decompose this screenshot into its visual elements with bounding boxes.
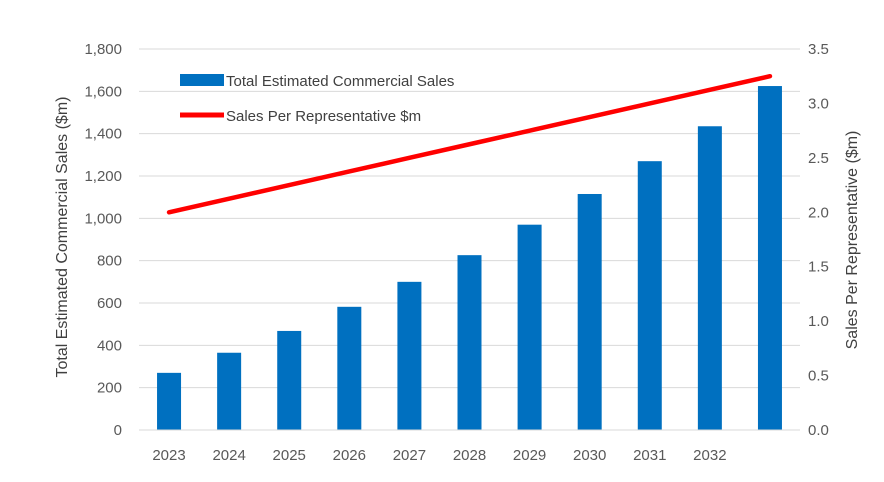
- legend-label-line: Sales Per Representative $m: [226, 108, 421, 125]
- x-tick-label: 2028: [453, 447, 486, 464]
- y-tick-label-right: 3.0: [808, 95, 829, 112]
- y-tick-label-left: 600: [97, 295, 122, 312]
- bar: [697, 126, 722, 430]
- bar: [637, 161, 662, 430]
- y-tick-label-left: 0: [114, 422, 122, 439]
- y-tick-label-left: 800: [97, 253, 122, 270]
- legend-swatch-bar: [180, 74, 224, 86]
- legend: Total Estimated Commercial Sales Sales P…: [180, 73, 454, 125]
- bar: [217, 352, 242, 430]
- y-tick-label-left: 200: [97, 380, 122, 397]
- y-tick-label-right: 1.5: [808, 259, 829, 276]
- legend-label-bar: Total Estimated Commercial Sales: [226, 73, 454, 90]
- y-axis-title-right: Sales Per Representative ($m): [844, 131, 861, 350]
- y-tick-label-left: 400: [97, 337, 122, 354]
- x-tick-label: 2032: [693, 447, 726, 464]
- gridlines: [139, 48, 800, 389]
- y-tick-label-left: 1,400: [84, 126, 122, 143]
- bar: [397, 281, 422, 430]
- y-tick-label-right: 0.0: [808, 422, 829, 439]
- bar: [457, 255, 482, 430]
- bar: [757, 86, 782, 431]
- y-tick-label-right: 1.0: [808, 313, 829, 330]
- x-tick-label: 2031: [633, 447, 666, 464]
- y-tick-label-right: 2.0: [808, 204, 829, 221]
- x-tick-label: 2024: [212, 447, 245, 464]
- y-tick-label-right: 3.5: [808, 41, 829, 58]
- y-tick-label-left: 1,800: [84, 41, 122, 58]
- bar: [337, 306, 362, 430]
- bar-series: [157, 86, 782, 431]
- bar: [157, 372, 182, 430]
- y-tick-label-left: 1,600: [84, 83, 122, 100]
- y-tick-label-left: 1,000: [84, 210, 122, 227]
- bar: [277, 330, 302, 430]
- x-tick-label: 2027: [393, 447, 426, 464]
- x-tick-label: 2026: [333, 447, 366, 464]
- y-axis-title-left: Total Estimated Commercial Sales ($m): [54, 97, 71, 378]
- y-tick-label-left: 1,200: [84, 168, 122, 185]
- x-tick-label: 2030: [573, 447, 606, 464]
- x-tick-label: 2025: [273, 447, 306, 464]
- x-tick-label: 2029: [513, 447, 546, 464]
- y-tick-label-right: 2.5: [808, 150, 829, 167]
- axes: 0 200 400 600 800 1,000 1,200 1,400 1,600 1,800 0.…: [84, 41, 828, 464]
- line-series: [166, 73, 773, 215]
- x-tick-label: 2023: [152, 447, 185, 464]
- bar: [577, 193, 602, 430]
- sales-per-rep-line: [166, 73, 773, 215]
- y-tick-label-right: 0.5: [808, 368, 829, 385]
- bar: [517, 224, 542, 430]
